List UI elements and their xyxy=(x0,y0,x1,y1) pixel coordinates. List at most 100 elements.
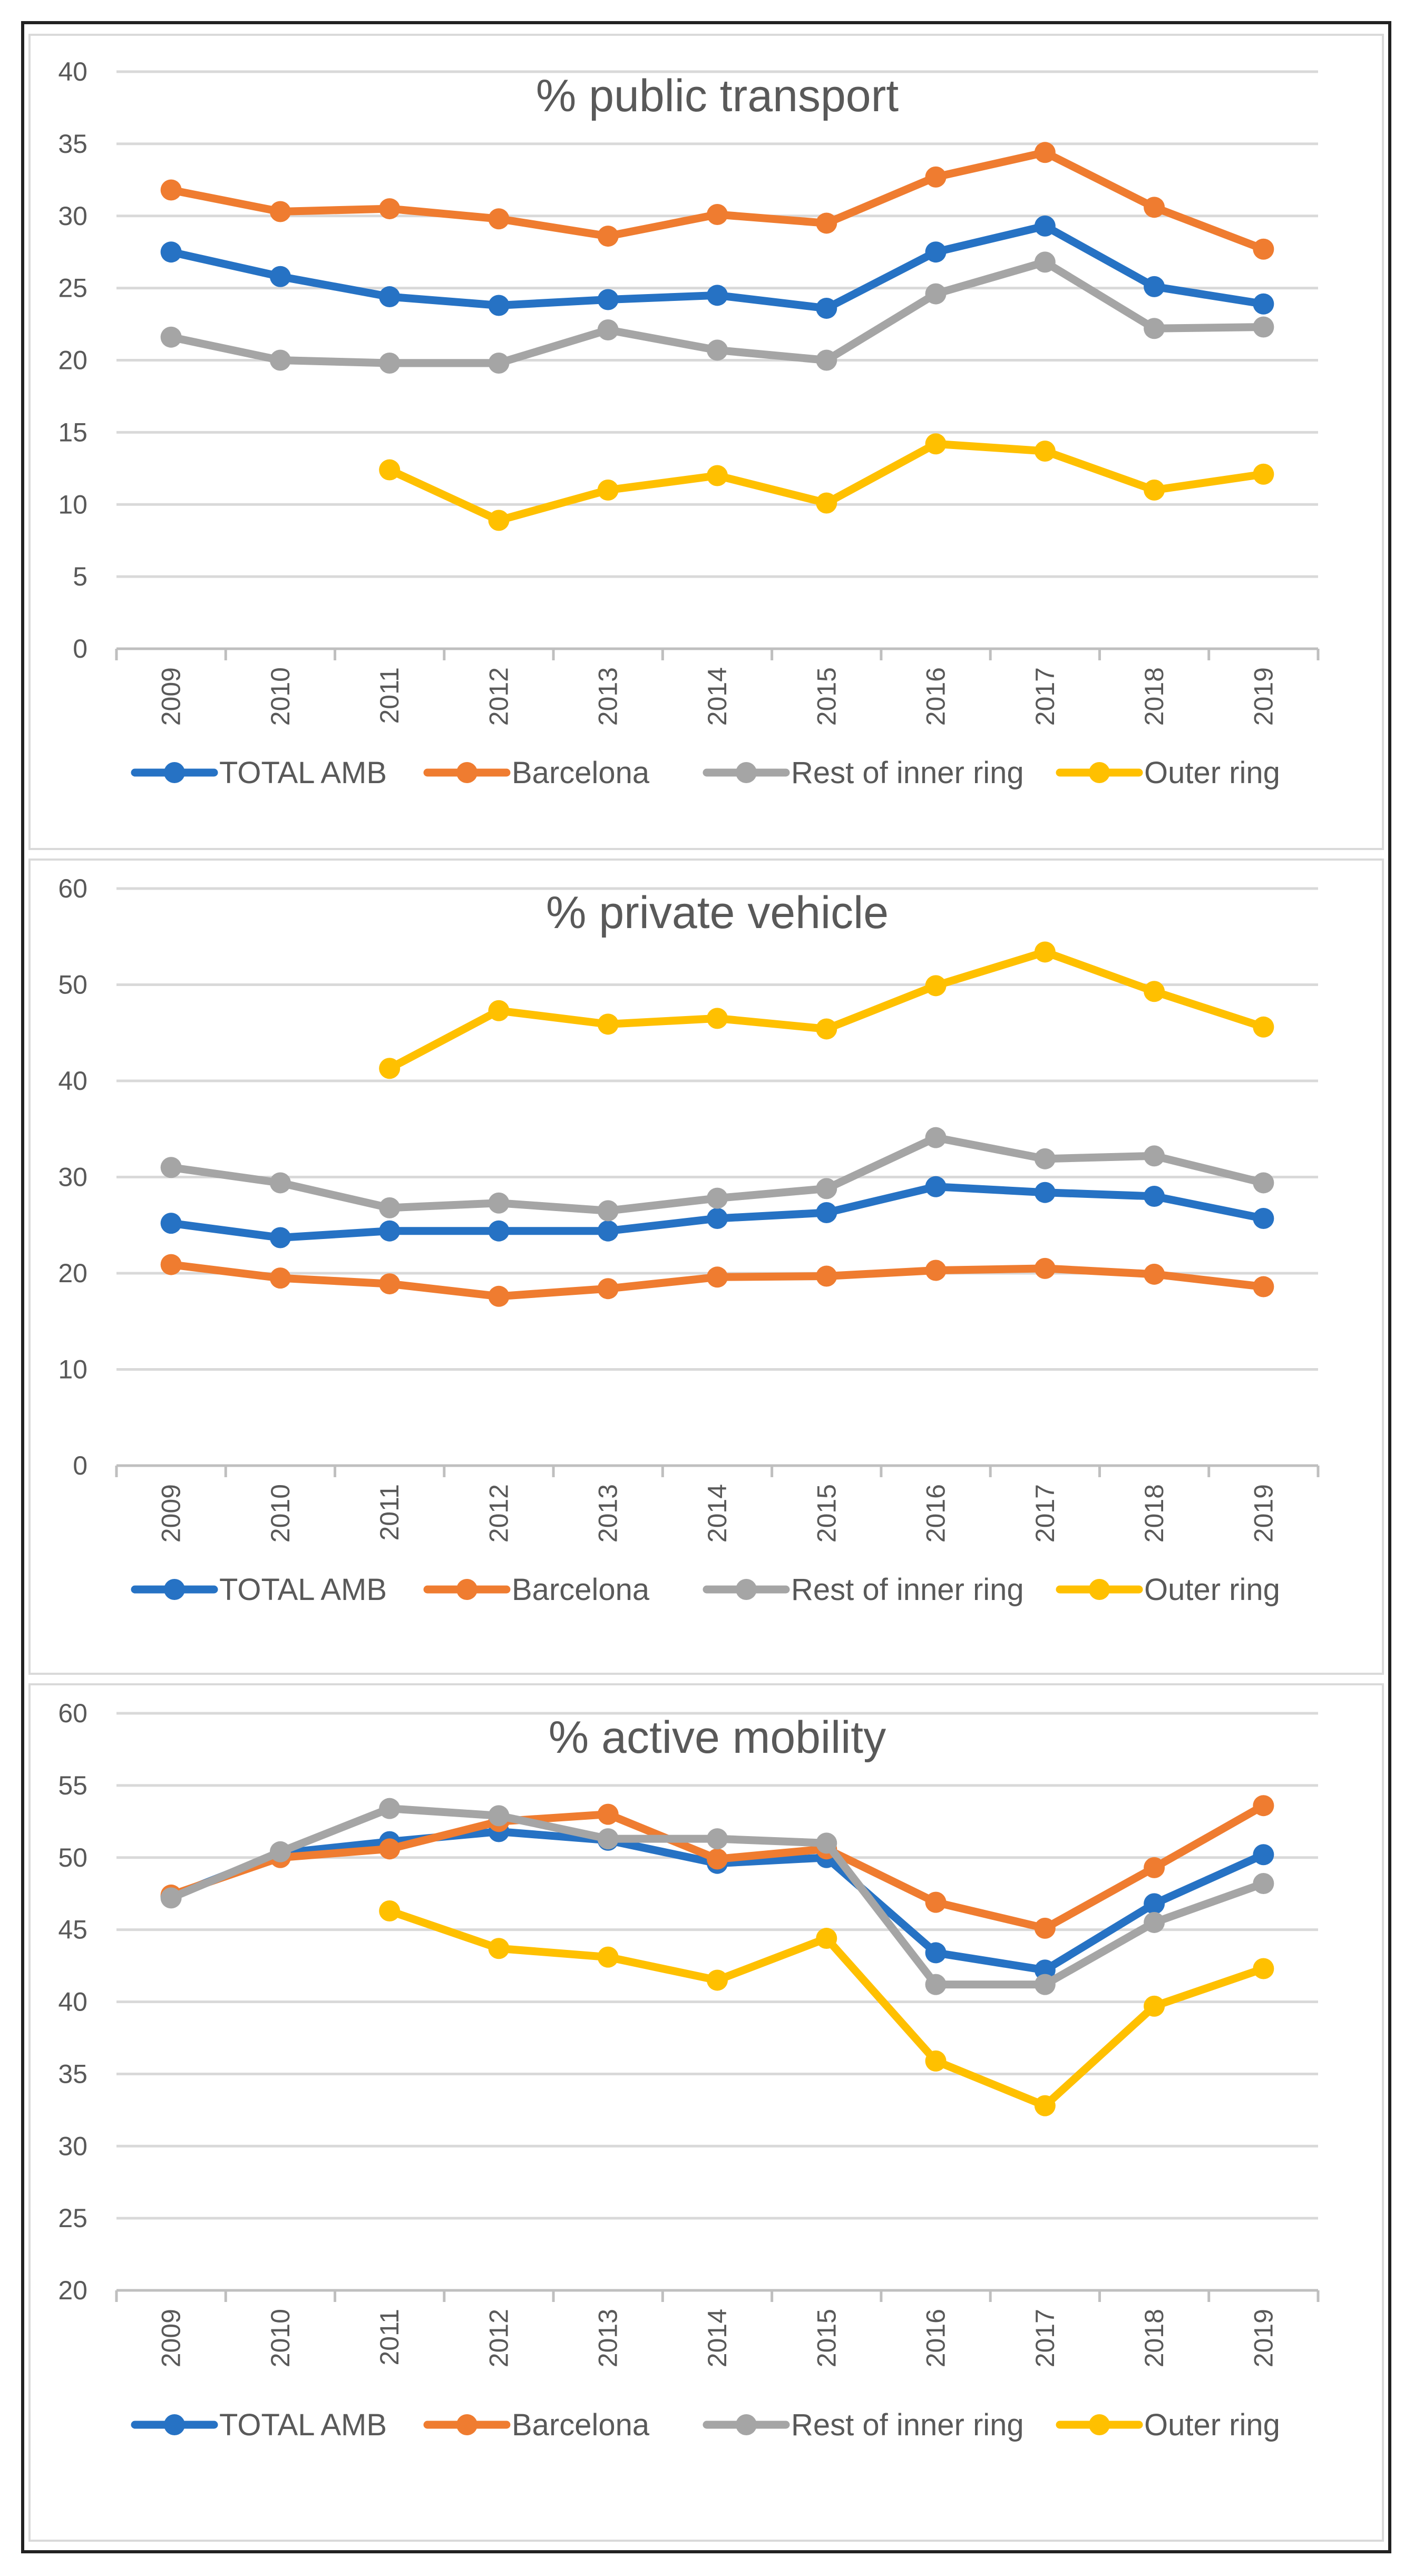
series-total-amb xyxy=(160,1176,1274,1248)
legend-label: Rest of inner ring xyxy=(791,756,1024,790)
x-tick-label: 2016 xyxy=(921,2309,951,2367)
x-tick-label: 2010 xyxy=(266,1484,295,1543)
series-barcelona xyxy=(160,1254,1274,1307)
data-point xyxy=(1253,463,1274,485)
legend-label: Outer ring xyxy=(1144,1573,1280,1607)
data-point xyxy=(707,1008,728,1029)
legend-marker xyxy=(1089,762,1110,783)
data-point xyxy=(379,286,401,308)
data-point xyxy=(488,1285,510,1307)
data-point xyxy=(1144,1911,1165,1933)
y-tick-label: 60 xyxy=(58,1699,87,1728)
data-point xyxy=(597,1013,619,1035)
x-tick-label: 2016 xyxy=(921,667,951,726)
data-point xyxy=(1144,1145,1165,1167)
data-point xyxy=(1144,318,1165,339)
data-point xyxy=(707,1187,728,1209)
data-point xyxy=(816,212,837,234)
y-tick-label: 25 xyxy=(58,274,87,303)
data-point xyxy=(707,1969,728,1991)
data-point xyxy=(597,289,619,310)
data-point xyxy=(925,1942,947,1964)
data-point xyxy=(488,1220,510,1242)
legend-entry: TOTAL AMB xyxy=(131,756,387,790)
y-tick-label: 20 xyxy=(58,1258,87,1288)
legend-label: Outer ring xyxy=(1144,2408,1280,2442)
x-tick-label: 2018 xyxy=(1139,1484,1169,1543)
data-point xyxy=(707,1207,728,1229)
data-point xyxy=(597,479,619,501)
data-point xyxy=(816,1018,837,1040)
data-point xyxy=(597,1803,619,1825)
data-point xyxy=(1253,1873,1274,1895)
x-tick-label: 2013 xyxy=(593,667,623,726)
data-point xyxy=(488,295,510,316)
x-tick-label: 2017 xyxy=(1030,2309,1060,2367)
legend-label: Outer ring xyxy=(1144,756,1280,790)
data-point xyxy=(1144,1857,1165,1878)
y-tick-label: 30 xyxy=(58,1163,87,1192)
data-point xyxy=(1253,1276,1274,1297)
y-tick-label: 5 xyxy=(73,562,87,591)
data-point xyxy=(1144,1893,1165,1915)
x-tick-label: 2013 xyxy=(593,2309,623,2367)
chart-panel-2: 0 10 20 30 40 50 60 2009 2010 2011 2012 2013 2014 201… xyxy=(28,858,1384,1675)
data-point xyxy=(1144,197,1165,218)
legend-label: TOTAL AMB xyxy=(219,2408,387,2442)
y-tick-label: 30 xyxy=(58,201,87,231)
legend-entry: Outer ring xyxy=(1056,1573,1280,1607)
chart-panel-3: 20 25 30 35 40 45 50 55 60 2009 2010 2011 2012 2013 20… xyxy=(28,1683,1384,2542)
legend-entry: Outer ring xyxy=(1056,756,1280,790)
data-point xyxy=(707,1848,728,1870)
data-point xyxy=(269,266,291,287)
x-tick-label: 2012 xyxy=(484,1484,513,1543)
legend-marker xyxy=(164,2414,185,2435)
y-tick-label: 40 xyxy=(58,57,87,86)
data-point xyxy=(1034,941,1056,963)
data-point xyxy=(1034,251,1056,273)
x-tick-label: 2017 xyxy=(1030,1484,1060,1543)
series-barcelona xyxy=(160,142,1274,260)
data-point xyxy=(1144,1263,1165,1285)
chart-panel-1: 0 5 10 15 20 25 30 35 40 2009 2010 2011 2012 2013 2014… xyxy=(28,34,1384,850)
series-outer-ring xyxy=(379,1900,1274,2116)
data-point xyxy=(707,1266,728,1288)
data-point xyxy=(816,349,837,371)
chart-title: % private vehicle xyxy=(546,887,889,938)
data-point xyxy=(597,1220,619,1242)
data-point xyxy=(597,1828,619,1850)
data-point xyxy=(597,226,619,247)
x-tick-label: 2014 xyxy=(703,2309,732,2367)
data-point xyxy=(488,1192,510,1214)
data-point xyxy=(925,241,947,263)
chart-panel-background xyxy=(28,858,1384,1675)
data-point xyxy=(925,283,947,305)
legend-label: Barcelona xyxy=(512,2408,650,2442)
data-point xyxy=(1034,2095,1056,2116)
x-tick-label: 2016 xyxy=(921,1484,951,1543)
y-tick-label: 0 xyxy=(73,1451,87,1480)
data-point xyxy=(816,1928,837,1949)
y-tick-label: 40 xyxy=(58,1987,87,2017)
data-point xyxy=(925,2050,947,2072)
data-point xyxy=(160,1887,182,1909)
data-point xyxy=(816,297,837,319)
data-point xyxy=(1253,1016,1274,1038)
data-point xyxy=(269,349,291,371)
legend-marker xyxy=(456,762,477,783)
y-tick-label: 20 xyxy=(58,346,87,375)
legend-label: Rest of inner ring xyxy=(791,2408,1024,2442)
data-point xyxy=(707,339,728,361)
y-tick-label: 60 xyxy=(58,874,87,903)
y-tick-label: 50 xyxy=(58,1843,87,1872)
legend-entry: TOTAL AMB xyxy=(131,2408,387,2442)
data-point xyxy=(925,1176,947,1197)
legend-marker xyxy=(456,1579,477,1600)
y-tick-label: 10 xyxy=(58,1355,87,1384)
data-point xyxy=(160,1157,182,1178)
x-tick-label: 2011 xyxy=(375,2309,404,2366)
series-outer-ring xyxy=(379,941,1274,1079)
data-point xyxy=(488,1000,510,1021)
data-point xyxy=(269,1841,291,1862)
